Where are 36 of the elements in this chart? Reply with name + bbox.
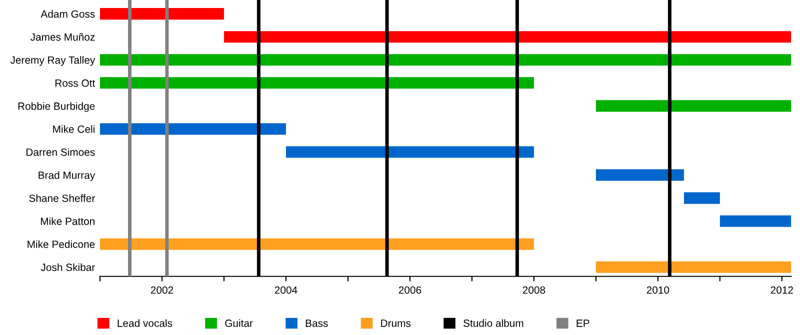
y-tick-label: Mike Celi — [53, 125, 94, 133]
y-tick-label: Josh Skibar — [40, 263, 95, 272]
x-tick-label: 2004 — [274, 286, 298, 294]
legend-label: EP — [576, 320, 590, 327]
bar — [286, 146, 534, 158]
x-tick-label: 2012 — [770, 286, 793, 294]
y-tick-label: Mike Pedicone — [28, 240, 95, 248]
legend-label: Drums — [381, 320, 411, 327]
x-tick-label: 2008 — [522, 286, 546, 294]
x-tick-label: 2002 — [150, 286, 174, 294]
y-tick-label: Robbie Burbidge — [18, 102, 95, 112]
legend-label: Bass — [306, 320, 328, 327]
y-tick-label: James Muñoz — [30, 33, 95, 41]
bar — [720, 215, 792, 227]
bar — [684, 192, 720, 204]
bar — [100, 123, 286, 135]
y-tick-label: Mike Patton — [40, 217, 94, 225]
bar — [100, 77, 534, 89]
bar — [596, 261, 792, 273]
y-tick-label: Brad Murray — [38, 171, 96, 181]
y-tick-label: Jeremy Ray Talley — [10, 56, 96, 66]
legend-label: Lead vocals — [118, 319, 172, 327]
x-tick-label: 2006 — [398, 286, 422, 294]
x-tick-label: 2010 — [646, 286, 670, 294]
y-tick-label: Shane Sheffer — [29, 194, 95, 202]
legend-label: Studio album — [464, 319, 524, 327]
bar — [100, 54, 792, 66]
bar — [596, 100, 792, 112]
bar — [100, 238, 534, 250]
legend-label: Guitar — [225, 319, 253, 327]
bar — [596, 169, 684, 181]
bar — [100, 8, 224, 20]
y-tick-label: Ross Ott — [55, 79, 96, 87]
y-tick-label: Adam Goss — [40, 10, 95, 18]
bar — [224, 31, 792, 43]
y-tick-label: Darren Simoes — [26, 148, 95, 156]
